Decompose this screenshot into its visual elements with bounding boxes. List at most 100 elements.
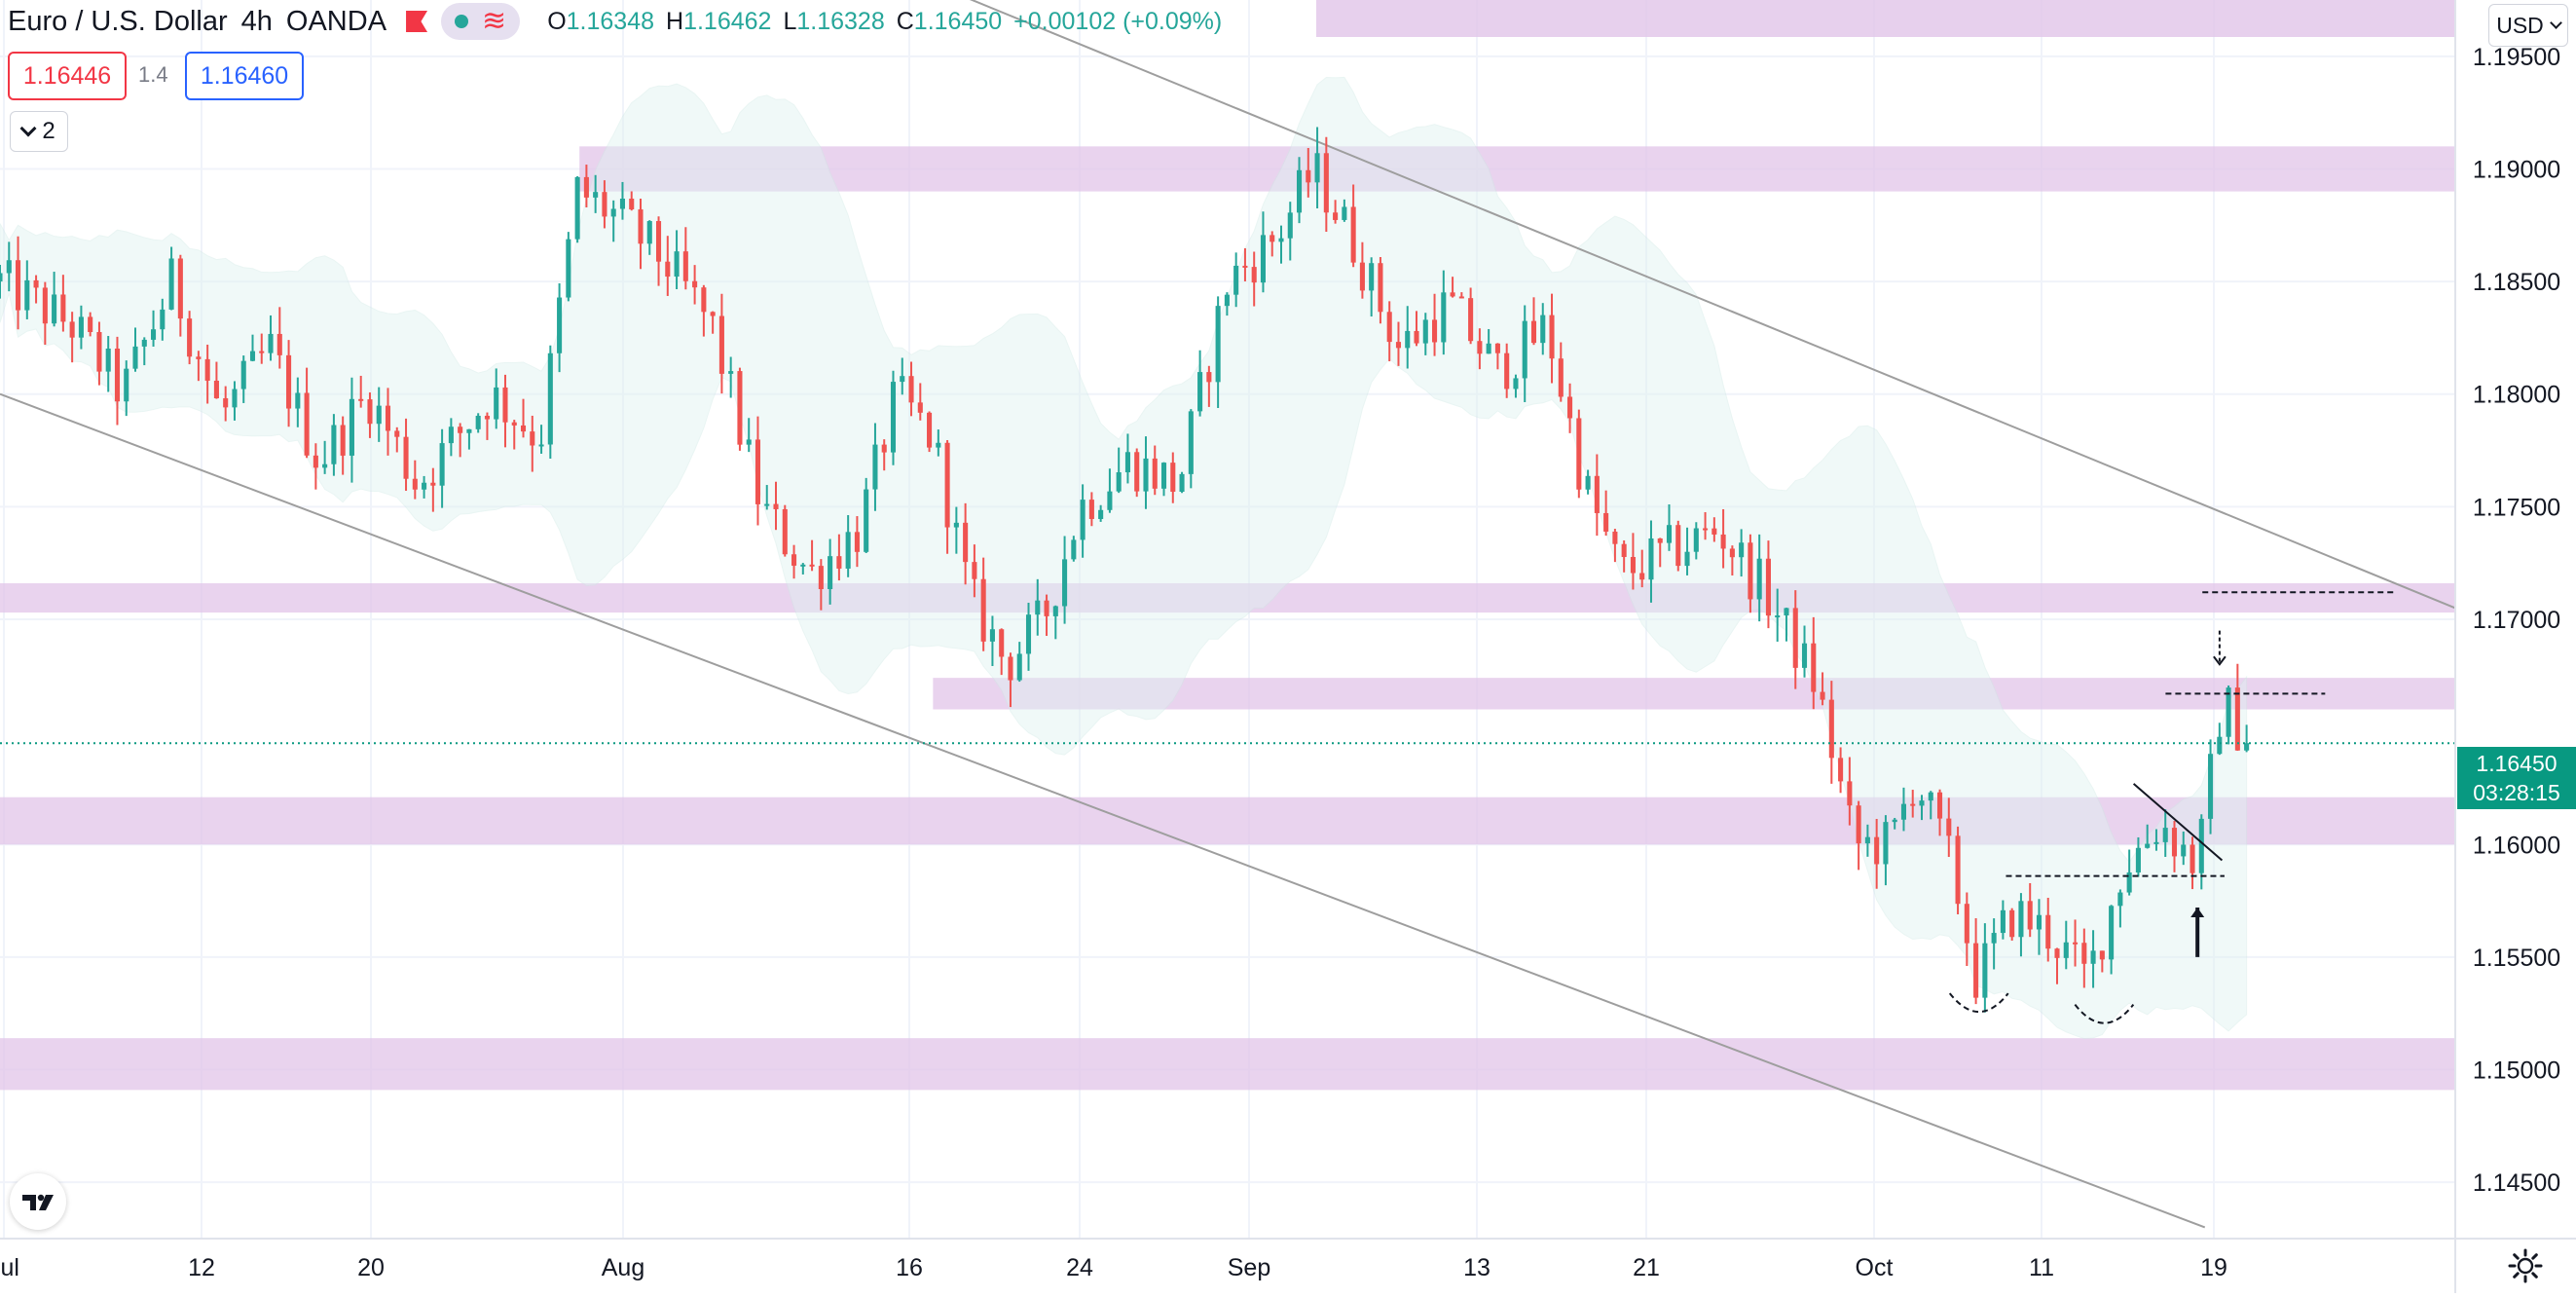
candle — [124, 360, 129, 417]
candle — [1567, 383, 1573, 433]
time-tick-label: Aug — [602, 1254, 644, 1281]
candle — [88, 312, 93, 337]
candle-body — [2181, 844, 2187, 857]
eye-dot-icon[interactable] — [455, 15, 469, 28]
candle — [511, 420, 517, 450]
candle — [682, 227, 688, 290]
candle-body — [864, 489, 869, 552]
candle-body — [151, 329, 157, 340]
indicators-toggle-button[interactable]: 2 — [10, 111, 68, 152]
candle-body — [1820, 691, 1825, 700]
candle-body — [322, 464, 328, 468]
candle-body — [610, 208, 616, 217]
currency-select[interactable]: USD — [2488, 4, 2568, 47]
candle — [1720, 508, 1726, 569]
candle-body — [2027, 901, 2033, 930]
tradingview-logo[interactable] — [10, 1173, 66, 1230]
candle-body — [2153, 841, 2159, 844]
candle — [78, 305, 84, 350]
bollinger-bands — [0, 76, 2248, 1040]
symbol-legend[interactable]: Euro / U.S. Dollar 4h OANDA ≋ O1.16348 H… — [0, 0, 1222, 43]
candle — [1955, 826, 1961, 914]
supply-demand-zone — [0, 582, 2455, 613]
chevron-down-icon — [19, 120, 37, 137]
candle-body — [494, 387, 499, 420]
candle-body — [1441, 292, 1447, 343]
last-price-value: 1.16450 — [2476, 751, 2558, 776]
candle — [1739, 529, 1745, 577]
candle — [1775, 588, 1781, 642]
candle — [168, 246, 174, 311]
candle-body — [917, 402, 923, 413]
candle-body — [972, 562, 977, 579]
candle-body — [1369, 263, 1375, 291]
symbol-title[interactable]: Euro / U.S. Dollar — [8, 5, 228, 37]
sell-button[interactable]: 1.16446 — [8, 52, 127, 100]
candle — [2036, 899, 2042, 955]
candle — [240, 355, 246, 403]
candle — [1540, 303, 1546, 355]
candle — [1621, 539, 1627, 573]
candle-body — [232, 389, 238, 408]
low-label: L — [783, 7, 797, 35]
candle-body — [1287, 212, 1293, 239]
candle — [358, 375, 364, 408]
candle-body — [1088, 500, 1094, 519]
candle-body — [1432, 319, 1438, 343]
tradingview-logo-icon — [22, 1194, 54, 1210]
candle-body — [593, 192, 599, 198]
price-tick-label: 1.14500 — [2473, 1169, 2560, 1197]
candle — [1820, 672, 1825, 706]
candle — [1576, 409, 1582, 499]
wave-icon[interactable]: ≋ — [482, 5, 507, 37]
candle-body — [1314, 153, 1320, 183]
price-tick-label: 1.15500 — [2473, 945, 2560, 972]
candle-body — [331, 425, 337, 464]
candle-body — [1964, 904, 1969, 944]
candle-body — [710, 312, 716, 316]
candle-body — [268, 333, 274, 353]
candle — [1530, 297, 1537, 346]
candles — [0, 127, 2250, 1013]
candle-body — [1378, 263, 1383, 313]
candle-body — [980, 578, 986, 642]
time-tick-label: 13 — [1463, 1254, 1490, 1281]
candle-body — [0, 273, 3, 282]
candle — [1206, 365, 1212, 407]
change-value: +0.00102 (+0.09%) — [1013, 7, 1223, 35]
indicator-pill[interactable]: ≋ — [441, 3, 521, 40]
arrow-down-head — [2213, 655, 2226, 666]
candle-body — [1892, 819, 1897, 823]
candle-body — [1864, 836, 1870, 844]
candle-body — [701, 287, 707, 313]
candle — [1900, 787, 1906, 832]
candle — [1405, 306, 1411, 369]
candle — [1080, 484, 1086, 558]
candle — [629, 191, 635, 211]
candle-body — [249, 351, 256, 361]
buy-button[interactable]: 1.16460 — [185, 52, 304, 100]
high-value: 1.16462 — [683, 7, 772, 35]
candle-body — [24, 279, 30, 311]
candle-body — [1621, 543, 1627, 558]
gear-icon[interactable] — [2504, 1244, 2547, 1287]
candle-body — [674, 251, 680, 278]
candle-body — [1270, 235, 1275, 242]
candle — [836, 534, 842, 581]
time-tick-label: 21 — [1633, 1254, 1660, 1281]
flag-icon[interactable] — [406, 11, 428, 32]
candle-body — [422, 482, 427, 490]
interval-label[interactable]: 4h — [240, 5, 273, 37]
candle — [1116, 447, 1122, 494]
candle-body — [1792, 608, 1798, 668]
candle-body — [448, 426, 454, 444]
candle-body — [1025, 614, 1032, 654]
candle-body — [2063, 942, 2069, 958]
candle-body — [908, 376, 914, 403]
candle — [2234, 663, 2240, 752]
candle — [1378, 257, 1383, 324]
candle-body — [737, 371, 743, 445]
candle-body — [1666, 525, 1673, 543]
